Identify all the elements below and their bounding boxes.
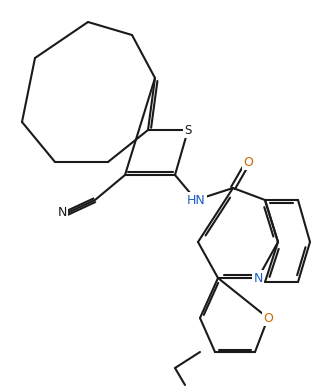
Text: N: N: [253, 271, 263, 284]
Text: S: S: [184, 124, 192, 136]
Text: HN: HN: [187, 193, 205, 206]
Text: N: N: [57, 206, 67, 220]
Text: O: O: [243, 156, 253, 168]
Text: O: O: [263, 312, 273, 324]
